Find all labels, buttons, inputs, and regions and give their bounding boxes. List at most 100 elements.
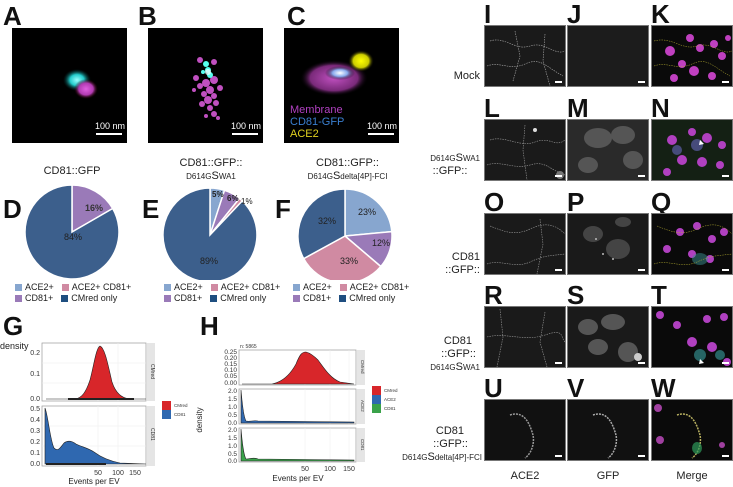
h-ytick: 2.0 — [228, 427, 237, 434]
svg-text:89%: 89% — [200, 256, 218, 266]
pie-title-e-big: S — [211, 170, 219, 182]
swatch-cmred — [61, 295, 69, 302]
row-label-line: ::GFP:: — [432, 165, 468, 177]
g-ytick: 0.1 — [30, 450, 40, 457]
pie-f-slice-ace2-cd81 — [302, 235, 382, 280]
g-ytick: 0.3 — [30, 428, 40, 435]
legend-ace2-cd81-pos: ACE2+ CD81+ — [71, 282, 132, 292]
panel-label-o: O — [484, 187, 505, 217]
legend-cmred-only: CMred only — [71, 293, 118, 303]
superres-cluster-a — [63, 69, 98, 99]
pie-e: 5% 6% 1% 89% — [162, 187, 258, 280]
g-cmred-density — [46, 345, 146, 400]
panel-label-j: J — [567, 0, 582, 29]
row-label-line: CD81 — [435, 425, 464, 437]
g-xtick: 150 — [129, 470, 141, 477]
svg-text:1%: 1% — [241, 197, 253, 206]
scalebar — [368, 133, 394, 135]
superres-image-a: 100 nm — [12, 28, 127, 143]
scalebar — [638, 269, 645, 271]
legend-ace2-cd81-pos: ACE2+ CD81+ — [349, 282, 410, 292]
h-ylabel: density — [195, 407, 204, 432]
h-n-label: n: 5865 — [240, 344, 257, 350]
h-ytick: 0.5 — [228, 412, 237, 419]
scalebar — [638, 362, 645, 364]
g-ytick: 0.2 — [30, 439, 40, 446]
panel-label-e: E — [142, 194, 160, 224]
g-ytick: 0.5 — [30, 406, 40, 413]
pie-title-e-suffix: WA1 — [218, 172, 236, 181]
pie-d: 16% 84% — [24, 184, 120, 280]
legend-ace2-cd81-pos: ACE2+ CD81+ — [220, 282, 281, 292]
micrograph-w-merge-delta — [651, 399, 733, 461]
scalebar — [555, 455, 562, 457]
micrograph-r-ace2-cd81-d614g — [484, 306, 566, 368]
scalebar — [555, 269, 562, 271]
pie-title-d: CD81::GFP — [22, 165, 122, 178]
scalebar — [638, 455, 645, 457]
h-legend-cmred: CMred — [384, 388, 398, 393]
scalebar — [722, 455, 729, 457]
pie-title-e: CD81::GFP:: D614GSWA1 — [156, 157, 266, 183]
legend-cmred-only: CMred only — [220, 293, 267, 303]
pie-title-f-big: S — [332, 170, 341, 182]
row-label-line: CD81 — [451, 251, 480, 263]
pie-title-f-prefix: D614G — [307, 172, 333, 181]
g-strip-bottom: CD81 — [149, 428, 155, 441]
micrograph-p-gfp-cd81 — [567, 213, 649, 275]
legend-cmred-only: CMred only — [349, 293, 396, 303]
g-xtick: 100 — [112, 470, 124, 477]
h-ytick: 1.5 — [228, 435, 237, 442]
scalebar-label: 100 nm — [231, 121, 262, 131]
h-strip-top: CMred — [360, 360, 365, 374]
h-ytick: 0.0 — [228, 420, 237, 427]
legend-cd81-pos: CD81+ — [303, 293, 332, 303]
h-ace2-density — [240, 389, 355, 424]
row-label-suffix: WA1 — [462, 363, 480, 372]
row-label-cd81-gfp: CD81 ::GFP:: — [420, 251, 480, 277]
h-ytick: 0.0 — [228, 458, 237, 465]
scalebar — [722, 81, 729, 83]
column-label-gfp: GFP — [596, 470, 620, 482]
superres-image-b: 100 nm — [148, 28, 263, 143]
pie-d-slice-cmred — [24, 184, 120, 280]
panel-label-c: C — [287, 1, 306, 31]
legend-ace2-pos: ACE2+ — [303, 282, 332, 292]
scalebar — [232, 133, 258, 135]
swatch-cd81 — [15, 295, 22, 302]
swatch-cmred — [210, 295, 218, 302]
row-label-cd81-gfp-d614g-sdelta: CD81 ::GFP:: D614GSdelta[4P]-FCI — [398, 425, 482, 464]
h-strip-mid: ACE2 — [360, 400, 365, 412]
h-xlabel: Events per EV — [272, 474, 324, 483]
h-ytick: 0.00 — [224, 380, 237, 387]
panel-label-h: H — [200, 311, 219, 341]
h-ytick: 0.05 — [224, 373, 237, 380]
swatch-ace2-cd81 — [339, 284, 347, 291]
row-label-mock: Mock — [420, 70, 480, 83]
panel-label-l: L — [484, 93, 500, 123]
scalebar-label: 100 nm — [95, 121, 126, 131]
panel-label-g: G — [3, 311, 24, 341]
pie-f: 23% 12% 33% 32% — [297, 188, 393, 280]
swatch-cd81 — [293, 295, 300, 302]
h-legend-ace2: ACE2 — [384, 397, 396, 402]
row-label-suffix: delta[4P]-FCI — [434, 453, 482, 462]
row-label-d614g-swa1-gfp: D614GSWA1 ::GFP:: — [410, 152, 480, 178]
svg-text:6%: 6% — [227, 194, 239, 203]
legend-cd81-pos: CD81+ — [174, 293, 203, 303]
row-label-line: CD81 — [443, 335, 472, 347]
pie-e-slice-cmred — [162, 187, 258, 280]
row-label-prefix: D614G — [402, 453, 428, 462]
h-ytick: 0.5 — [228, 451, 237, 458]
row-label-big: S — [455, 361, 463, 373]
legend-cd81-gfp: CD81-GFP — [290, 116, 345, 128]
scalebar — [722, 175, 729, 177]
g-ytick: 0.0 — [30, 396, 40, 403]
pie-d-slice-cd81 — [71, 184, 114, 234]
micrograph-k-merge-mock — [651, 25, 733, 87]
g-ytick: 0.0 — [30, 461, 40, 468]
micrograph-o-ace2-cd81 — [484, 213, 566, 275]
panel-label-i: I — [484, 0, 492, 29]
panel-label-s: S — [567, 280, 585, 310]
scalebar — [638, 81, 645, 83]
